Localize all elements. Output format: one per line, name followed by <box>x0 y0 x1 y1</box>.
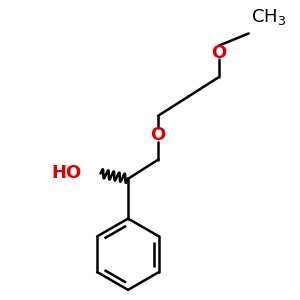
Text: CH$_3$: CH$_3$ <box>251 7 287 27</box>
Text: O: O <box>211 44 226 62</box>
Text: O: O <box>151 126 166 144</box>
Text: HO: HO <box>51 164 81 182</box>
